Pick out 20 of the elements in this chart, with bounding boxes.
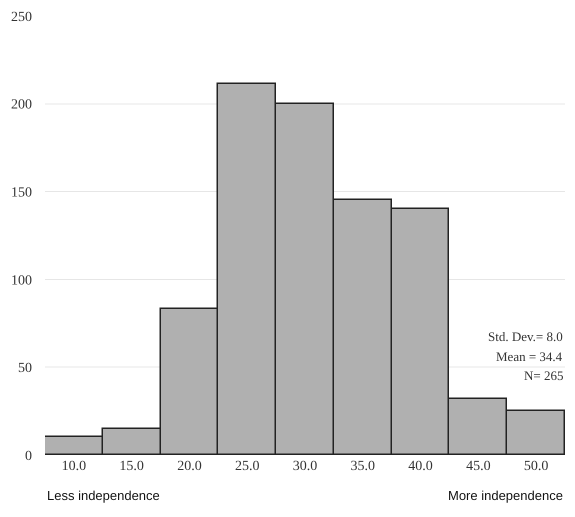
x-tick-label: 15.0 [119, 459, 144, 474]
x-tick-label: 45.0 [466, 459, 491, 474]
x-tick-label: 20.0 [177, 459, 202, 474]
annotation: N= 265 [524, 368, 564, 383]
x-tick-label: 40.0 [408, 459, 433, 474]
y-tick-label: 50 [18, 361, 32, 376]
text: More independence [448, 488, 563, 503]
y-tick-label: 100 [11, 273, 32, 288]
x-tick-label: 25.0 [234, 459, 260, 474]
x-tick-label: 35.0 [350, 459, 376, 474]
y-tick-label: 200 [11, 98, 32, 113]
y-tick-label: 250 [11, 10, 32, 25]
annotation: Std. Dev.= 8.0 [488, 329, 563, 344]
x-tick-label: 10.0 [62, 459, 86, 474]
x-tick-label: 30.0 [292, 459, 318, 474]
x-tick-label: 50.0 [524, 459, 548, 474]
y-tick-label: 150 [11, 186, 32, 200]
text: Less independence [47, 488, 160, 503]
y-tick-label: 0 [25, 448, 32, 464]
annotation: Mean = 34.4 [496, 349, 563, 364]
